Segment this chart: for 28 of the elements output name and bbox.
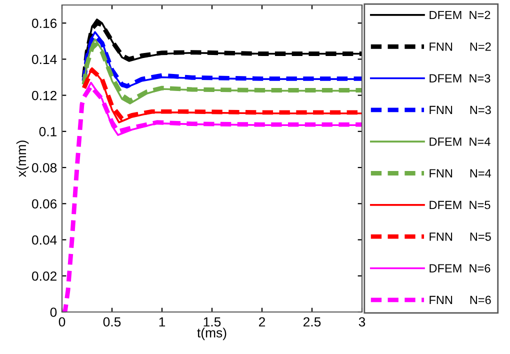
y-tick-label: 0.08: [32, 163, 57, 172]
y-tick-label: 0.1: [39, 126, 56, 136]
legend-label: FNN N=6: [430, 296, 491, 304]
x-tick-label: 1: [159, 317, 166, 326]
legend-label: FNN N=3: [430, 106, 491, 114]
y-tick-label: 0.02: [32, 271, 56, 281]
legend-label: FNN N=5: [430, 232, 491, 241]
x-axis-title: t(ms): [197, 328, 226, 340]
legend-label: DFEM N=3: [430, 74, 490, 83]
y-tick-label: 0.14: [32, 54, 57, 64]
y-axis-title: x(mm): [16, 140, 29, 178]
x-tick-label: 3: [358, 317, 366, 327]
legend-label: FNN N=4: [430, 169, 492, 178]
y-tick-label: 0.12: [32, 90, 56, 100]
x-tick-label: 0: [58, 317, 66, 327]
x-tick-label: 2.5: [303, 317, 321, 327]
y-tick-label: 0.06: [32, 199, 57, 209]
y-tick-label: 0.16: [32, 18, 57, 28]
x-tick-label: 2: [258, 317, 266, 326]
y-tick-label: 0: [50, 308, 57, 317]
x-tick-label: 1.5: [204, 317, 221, 327]
legend-label: DFEM N=4: [430, 138, 490, 146]
x-tick-label: 0.5: [103, 317, 121, 327]
legend-label: DFEM N=6: [430, 264, 490, 272]
y-tick-label: 0.04: [32, 235, 57, 245]
legend-label: DFEM N=5: [430, 200, 490, 210]
legend-label: DFEM N=2: [430, 10, 490, 20]
legend-label: FNN N=2: [430, 42, 491, 51]
